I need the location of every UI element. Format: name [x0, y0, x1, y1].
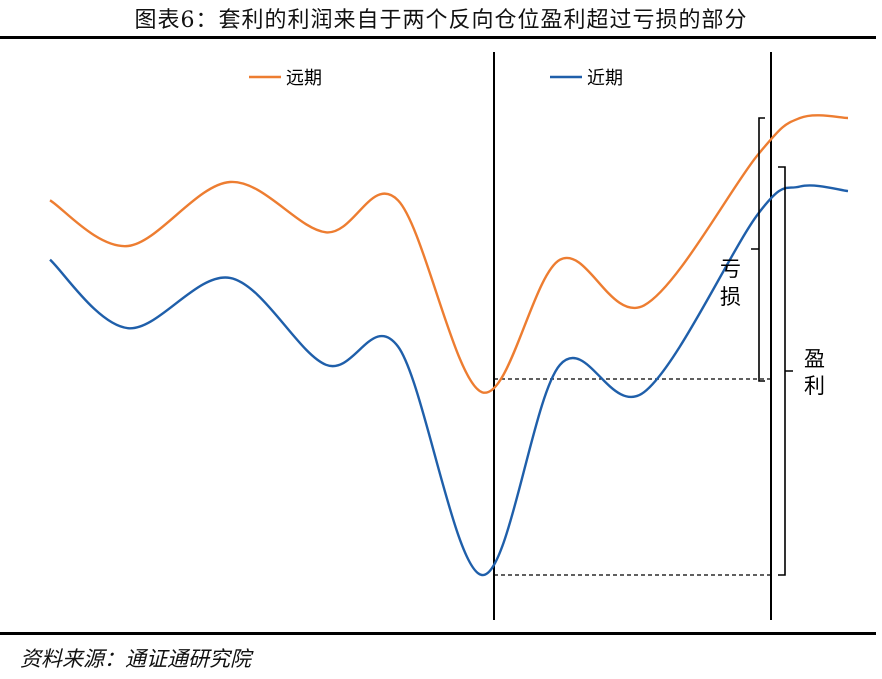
chart-canvas: 远期 近期 亏 损 盈 利: [49, 52, 849, 620]
series-line-far: [49, 114, 849, 394]
loss-bracket: [751, 117, 765, 382]
top-rule: [0, 36, 876, 39]
profit-bracket: [778, 166, 793, 576]
profit-label-char-2: 利: [804, 374, 825, 398]
bottom-rule: [0, 632, 876, 635]
legend-label-near: 近期: [587, 68, 623, 89]
legend: 远期 近期: [249, 68, 623, 89]
loss-label-char-2: 损: [720, 285, 741, 309]
series-line-near: [49, 184, 849, 577]
legend-label-far: 远期: [286, 68, 322, 89]
chart-title: 图表6：套利的利润来自于两个反向仓位盈利超过亏损的部分: [134, 8, 748, 33]
source-note: 资料来源：通证通研究院: [20, 647, 251, 671]
profit-label-char-1: 盈: [804, 347, 825, 371]
loss-label-char-1: 亏: [720, 257, 741, 281]
